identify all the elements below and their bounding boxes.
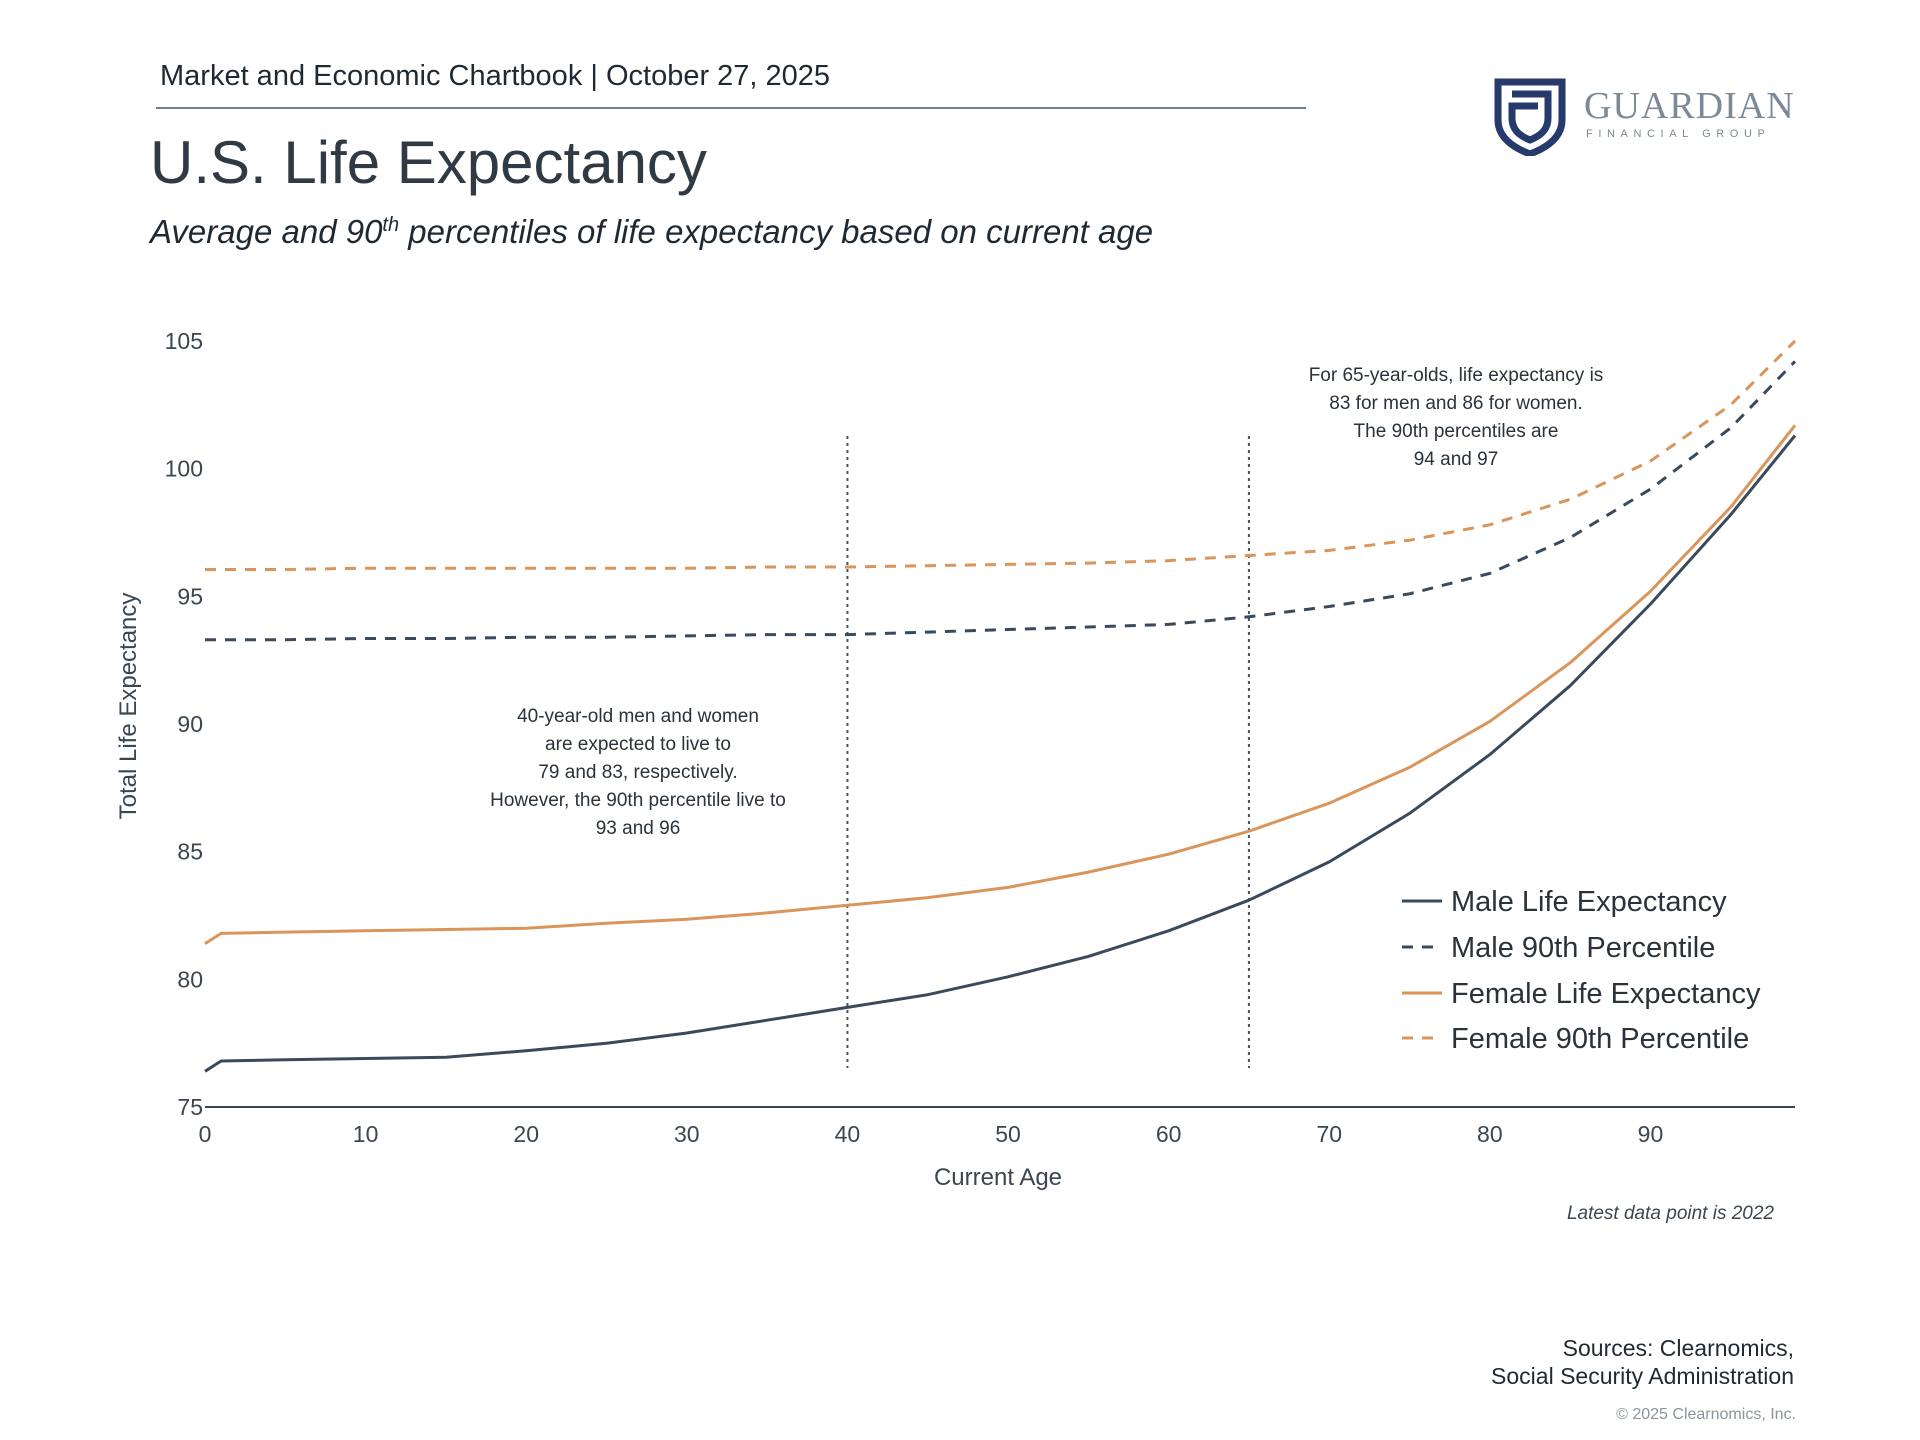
x-axis-ticks: 0 10 20 30 40 50 60 70 80 90 (199, 1121, 1664, 1147)
legend: Male Life Expectancy Male 90th Percentile… (1402, 886, 1761, 1055)
x-tick-label: 80 (1477, 1121, 1503, 1147)
subtitle-superscript: th (382, 214, 400, 236)
y-tick-label: 85 (177, 839, 203, 865)
annotation-1: 40-year-old men and women are expected to… (490, 706, 786, 839)
y-tick-label: 105 (165, 328, 203, 354)
copyright: © 2025 Clearnomics, Inc. (1616, 1406, 1796, 1423)
annotation-line: However, the 90th percentile live to (490, 790, 786, 811)
annotations: 40-year-old men and women are expected to… (490, 365, 1603, 839)
annotation-line: The 90th percentiles are (1354, 421, 1559, 442)
x-tick-label: 40 (835, 1121, 861, 1147)
page-title: U.S. Life Expectancy (150, 129, 707, 196)
legend-entry: Male Life Expectancy (1451, 886, 1727, 918)
logo-tagline: FINANCIAL GROUP (1586, 128, 1771, 140)
annotation-line: 83 for men and 86 for women. (1329, 393, 1582, 414)
x-tick-label: 30 (674, 1121, 700, 1147)
legend-entry: Female 90th Percentile (1451, 1023, 1749, 1055)
guardian-shield-icon (1494, 78, 1566, 156)
logo-name: GUARDIAN (1584, 85, 1795, 127)
annotation-line: 93 and 96 (596, 818, 681, 839)
series-lines (204, 339, 1797, 1073)
y-tick-label: 80 (177, 966, 203, 992)
annotation-line: For 65-year-olds, life expectancy is (1309, 365, 1604, 386)
legend-entry: Male 90th Percentile (1451, 932, 1715, 964)
series-line-2 (205, 360, 1797, 642)
y-axis-label: Total Life Expectancy (115, 593, 142, 820)
latest-data-note: Latest data point is 2022 (1566, 1203, 1774, 1224)
reference-lines (846, 436, 1250, 1068)
chartbook-header: Market and Economic Chartbook | October … (160, 60, 831, 92)
x-tick-label: 70 (1316, 1121, 1342, 1147)
x-tick-label: 20 (513, 1121, 539, 1147)
series-line-3 (204, 424, 1797, 945)
page-subtitle: Average and 90th percentiles of life exp… (150, 213, 1153, 251)
y-axis-ticks: 75 80 85 90 95 100 105 (165, 328, 203, 1120)
annotation-line: 40-year-old men and women (517, 706, 759, 727)
x-tick-label: 90 (1638, 1121, 1664, 1147)
series-line-4 (205, 339, 1797, 571)
sources-line-1: Sources: Clearnomics, (1562, 1335, 1794, 1361)
annotation-2: For 65-year-olds, life expectancy is 83 f… (1309, 365, 1604, 470)
x-tick-label: 50 (995, 1121, 1021, 1147)
y-tick-label: 75 (177, 1094, 203, 1120)
header-divider (156, 107, 1306, 109)
x-tick-label: 60 (1156, 1121, 1182, 1147)
guardian-logo: GUARDIAN FINANCIAL GROUP (1494, 78, 1794, 158)
y-tick-label: 100 (165, 456, 203, 482)
x-axis-label: Current Age (934, 1164, 1062, 1191)
annotation-line: are expected to live to (545, 734, 731, 755)
sources-note: Sources: Clearnomics, Social Security Ad… (1400, 1334, 1794, 1390)
y-tick-label: 95 (177, 583, 203, 609)
annotation-line: 79 and 83, respectively. (538, 762, 737, 783)
annotation-line: 94 and 97 (1414, 449, 1499, 470)
x-tick-label: 0 (199, 1121, 212, 1147)
y-tick-label: 90 (177, 711, 203, 737)
x-tick-label: 10 (353, 1121, 379, 1147)
series-line-1 (204, 434, 1797, 1073)
subtitle-text-end: percentiles of life expectancy based on … (399, 213, 1154, 250)
legend-entry: Female Life Expectancy (1451, 978, 1761, 1010)
subtitle-text-start: Average and 90 (150, 213, 383, 250)
sources-line-2: Social Security Administration (1491, 1363, 1794, 1389)
